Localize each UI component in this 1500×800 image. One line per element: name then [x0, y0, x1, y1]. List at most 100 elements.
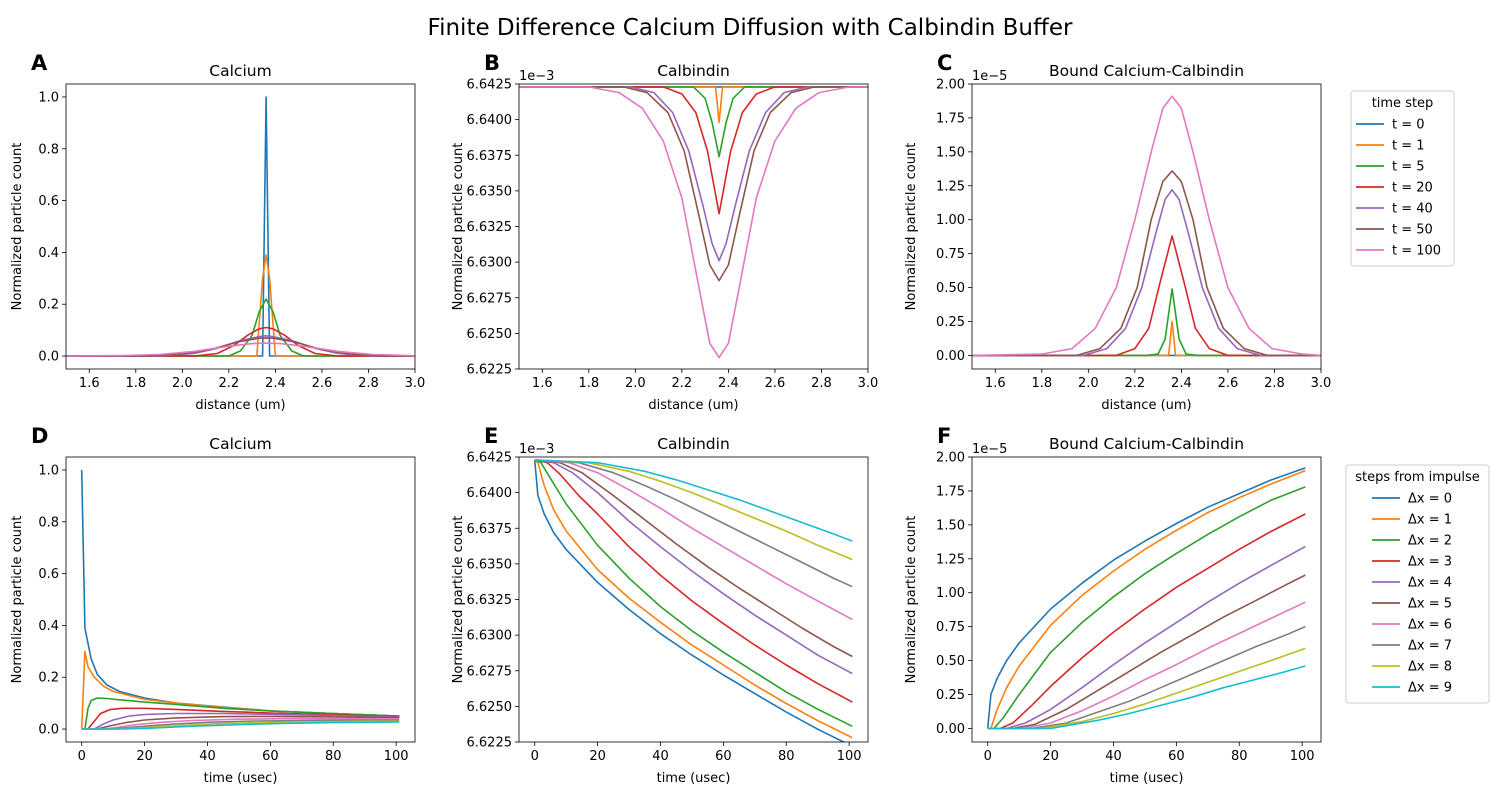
y-tick-label: 6.6375 — [467, 149, 513, 164]
y-tick-label: 6.6325 — [467, 220, 513, 235]
panel-e: 0 20 40 60 80 100 6.6225 6.6250 6.6275 6.6300 6.63… — [451, 424, 869, 786]
series-line-x-6 — [987, 601, 1306, 730]
series-line-x-9 — [534, 459, 853, 542]
panel-title: Bound Calcium-Calbindin — [1049, 435, 1244, 453]
y-tick-label: 0.4 — [38, 619, 59, 634]
x-tick-label: 2.2 — [219, 376, 240, 391]
legend-label: t = 1 — [1392, 139, 1425, 154]
x-axis-label: time (usec) — [1110, 771, 1184, 786]
y-tick-label: 1.50 — [936, 145, 965, 160]
legend-label: Δx = 9 — [1408, 681, 1452, 696]
y-tick-label: 1.00 — [936, 586, 965, 601]
y-axis-label: Normalized particle count — [904, 143, 919, 311]
x-tick-label: 2.6 — [765, 376, 786, 391]
y-tick-label: 0.00 — [936, 722, 965, 737]
panel-letter: C — [937, 51, 952, 75]
y-tick-label: 2.00 — [936, 78, 965, 93]
x-tick-label: 40 — [652, 749, 669, 764]
panel-title: Bound Calcium-Calbindin — [1049, 62, 1244, 80]
legend-label: Δx = 4 — [1408, 576, 1452, 591]
series-line-x-9 — [987, 665, 1306, 730]
y-tick-label: 6.6375 — [467, 522, 513, 537]
y-tick-label: 6.6250 — [467, 700, 513, 715]
y-tick-label: 0.50 — [936, 654, 965, 669]
y-tick-label: 6.6425 — [467, 451, 513, 466]
x-tick-label: 2.0 — [1078, 376, 1099, 391]
legend-label: t = 100 — [1392, 244, 1441, 259]
y-tick-label: 0.6 — [38, 567, 59, 582]
x-tick-label: 2.8 — [1264, 376, 1285, 391]
legend-label: Δx = 8 — [1408, 660, 1452, 675]
y-tick-label: 6.6400 — [467, 486, 513, 501]
legend-box: time step t = 0 t = 1 t = 5 t = 20 t = 40 t = … — [1350, 90, 1455, 267]
series-line-t-1 — [519, 86, 868, 124]
y-tick-label: 2.00 — [936, 451, 965, 466]
panel-d: 0 20 40 60 80 100 0.0 0.2 0.4 0.6 0.8 1.0 Calcium tim… — [10, 424, 416, 786]
y-tick-label: 0.2 — [38, 298, 59, 313]
x-tick-label: 1.8 — [1031, 376, 1052, 391]
x-tick-label: 2.4 — [265, 376, 286, 391]
panel-letter: A — [31, 51, 48, 75]
series-group — [519, 86, 868, 359]
series-line-t-1 — [972, 320, 1321, 357]
series-line-x-4 — [81, 712, 400, 730]
x-tick-label: 100 — [837, 749, 862, 764]
x-tick-label: 100 — [1290, 749, 1315, 764]
x-tick-label: 60 — [262, 749, 279, 764]
series-line-x-5 — [534, 459, 853, 658]
legend-label: Δx = 2 — [1408, 534, 1452, 549]
legend-label: t = 0 — [1392, 118, 1425, 133]
x-tick-label: 20 — [1042, 749, 1059, 764]
series-line-t-50 — [519, 86, 868, 282]
series-line-x-6 — [534, 459, 853, 621]
series-line-x-0 — [986, 467, 1306, 729]
x-tick-label: 2.6 — [312, 376, 333, 391]
legend-label: Δx = 0 — [1408, 492, 1452, 507]
series-line-t-5 — [519, 86, 868, 158]
series-line-t-5 — [972, 288, 1321, 357]
y-tick-label: 0.8 — [38, 142, 59, 157]
y-tick-label: 0.0 — [38, 350, 59, 365]
series-line-x-8 — [987, 647, 1306, 730]
y-tick-label: 0.25 — [936, 688, 965, 703]
legend-label: Δx = 3 — [1408, 555, 1452, 570]
x-tick-label: 60 — [715, 749, 732, 764]
x-tick-label: 0 — [531, 749, 539, 764]
plot-frame — [971, 456, 1322, 743]
y-offset-label: 1e−5 — [972, 69, 1007, 84]
y-tick-label: 1.00 — [936, 213, 965, 228]
panel-title: Calcium — [209, 435, 271, 453]
legend-frame — [1345, 464, 1490, 704]
series-line-x-2 — [987, 486, 1306, 730]
series-line-t-5 — [66, 298, 415, 357]
x-tick-label: 2.2 — [1125, 376, 1146, 391]
y-tick-label: 1.50 — [936, 518, 965, 533]
y-tick-label: 6.6225 — [467, 736, 513, 751]
y-axis-label: Normalized particle count — [10, 143, 25, 311]
y-tick-label: 0.25 — [936, 315, 965, 330]
series-line-x-7 — [987, 625, 1306, 730]
series-line-t-40 — [972, 189, 1321, 357]
series-line-x-5 — [987, 574, 1306, 730]
x-tick-label: 1.8 — [578, 376, 599, 391]
x-tick-label: 60 — [1168, 749, 1185, 764]
x-tick-label: 40 — [1105, 749, 1122, 764]
series-line-x-9 — [81, 721, 400, 730]
y-tick-label: 6.6350 — [467, 557, 513, 572]
panel-title: Calbindin — [657, 62, 730, 80]
series-line-x-1 — [534, 459, 853, 739]
x-tick-label: 40 — [199, 749, 216, 764]
series-line-t-20 — [519, 86, 868, 215]
series-line-t-40 — [519, 86, 868, 262]
x-axis-label: distance (um) — [195, 398, 285, 413]
series-line-x-0 — [80, 469, 400, 717]
panel-c: 1.6 1.8 2.0 2.2 2.4 2.6 2.8 3.0 0.00 0.25 0.50 0.75… — [904, 51, 1331, 413]
y-tick-label: 6.6300 — [467, 256, 513, 271]
y-tick-label: 1.25 — [936, 179, 965, 194]
x-tick-label: 1.6 — [79, 376, 100, 391]
legend-title: steps from impulse — [1355, 470, 1480, 485]
legend-label: Δx = 1 — [1408, 513, 1452, 528]
figure-title: Finite Difference Calcium Diffusion with… — [428, 15, 1073, 41]
series-group — [66, 96, 415, 357]
